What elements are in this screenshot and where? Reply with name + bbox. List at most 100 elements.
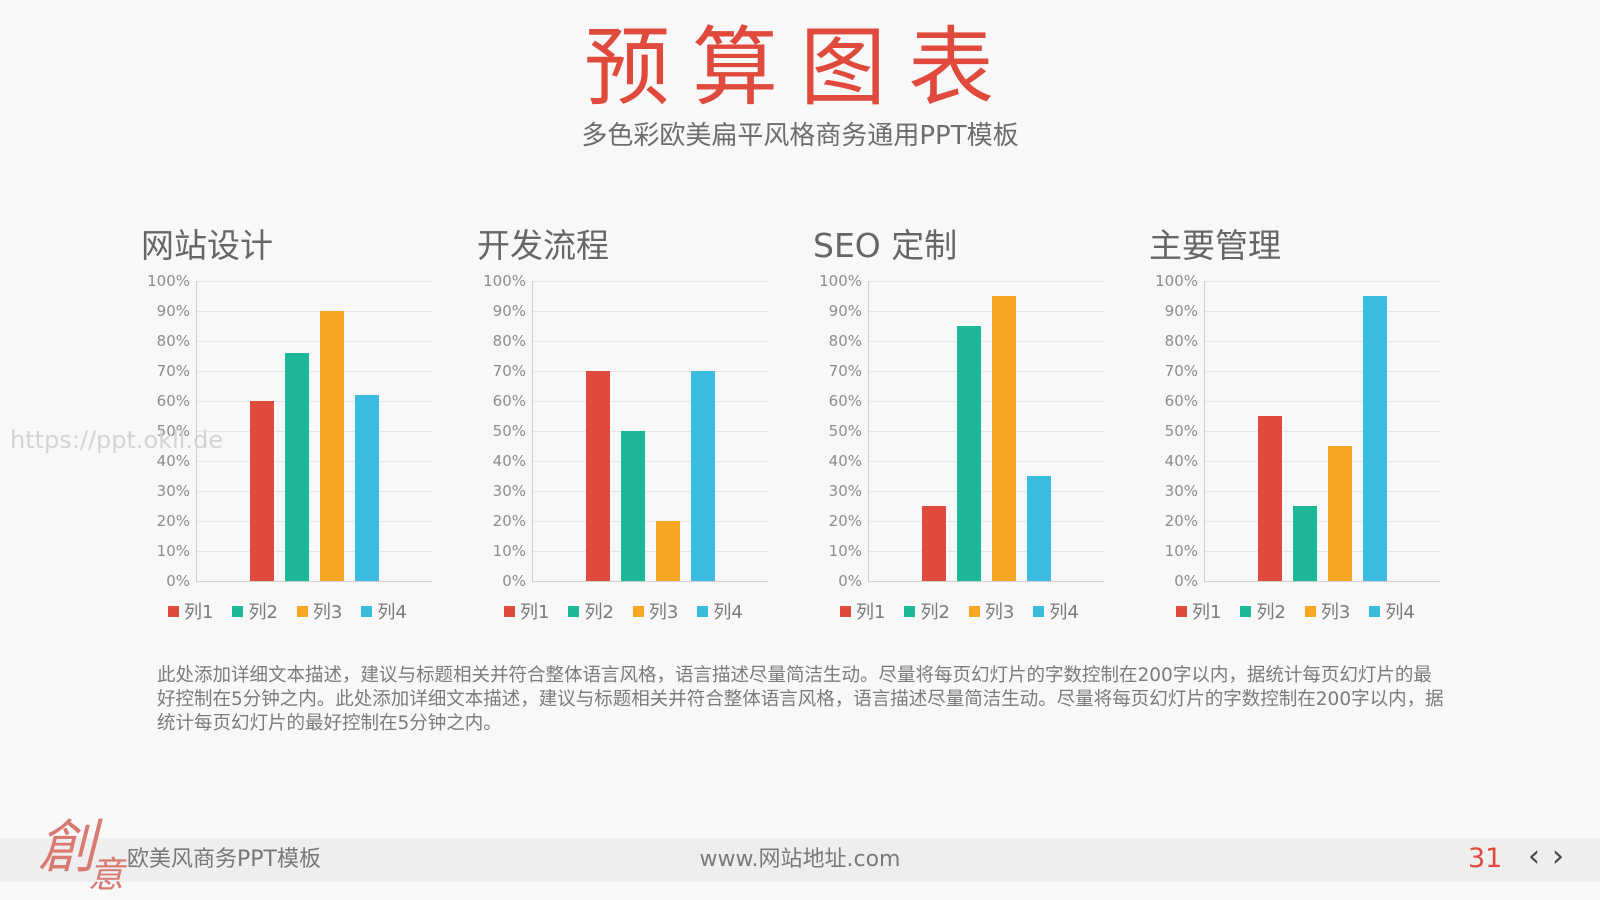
gridline <box>532 521 768 522</box>
gridline <box>532 281 768 282</box>
legend-label: 列2 <box>584 602 614 623</box>
page-subtitle: 多色彩欧美扁平风格商务通用PPT模板 <box>581 121 1019 151</box>
chart-title: 主要管理 <box>1149 226 1281 265</box>
gridline <box>868 371 1104 372</box>
gridline <box>532 461 768 462</box>
y-tick-label: 30% <box>156 482 190 500</box>
gridline <box>1204 281 1440 282</box>
y-tick-label: 10% <box>156 542 190 560</box>
legend-item: 列1 <box>168 602 213 624</box>
y-tick-label: 40% <box>156 452 190 470</box>
y-tick-label: 80% <box>1164 332 1198 350</box>
footer-template-name: 欧美风商务PPT模板 <box>127 847 321 872</box>
legend-swatch <box>1033 606 1045 617</box>
brand-logo-char-1: 創 <box>38 813 97 881</box>
gridline <box>196 401 432 402</box>
legend-item: 列2 <box>904 602 950 624</box>
gridline <box>868 281 1104 282</box>
gridline <box>1204 311 1440 312</box>
chart-legend: 列1 列2 列3 列4 <box>840 602 1098 624</box>
y-tick-label: 50% <box>492 422 526 440</box>
bar <box>1293 506 1317 581</box>
y-tick-label: 20% <box>828 512 862 530</box>
y-tick-label: 30% <box>492 482 526 500</box>
legend-item: 列2 <box>1240 602 1286 624</box>
gridline <box>1204 551 1440 552</box>
gridline <box>1204 341 1440 342</box>
y-tick-label: 50% <box>1164 422 1198 440</box>
gridline <box>532 311 768 312</box>
y-tick-label: 0% <box>166 572 190 590</box>
y-tick-label: 100% <box>147 272 190 290</box>
y-tick-label: 80% <box>828 332 862 350</box>
gridline <box>868 431 1104 432</box>
y-tick-label: 100% <box>1155 272 1198 290</box>
y-tick-label: 0% <box>838 572 862 590</box>
legend-swatch <box>1176 606 1187 617</box>
bar <box>922 506 946 581</box>
gridline <box>196 281 432 282</box>
gridline <box>868 311 1104 312</box>
legend-label: 列2 <box>248 602 278 623</box>
legend-label: 列1 <box>1192 602 1222 623</box>
charts-area: 网站设计 0% 10% 20% 30% 40% 50% 60% 70% 80% 90% 100% 列1 列… <box>141 226 1440 624</box>
gridline <box>532 371 768 372</box>
footer-bar <box>0 838 1600 882</box>
legend-swatch <box>968 606 980 617</box>
legend-item: 列2 <box>568 602 614 624</box>
legend-label: 列4 <box>1049 602 1079 623</box>
prev-slide-icon[interactable]: ‹ <box>1528 839 1540 874</box>
y-tick-label: 100% <box>819 272 862 290</box>
bar <box>992 296 1016 581</box>
legend-label: 列1 <box>520 602 550 623</box>
y-tick-label: 90% <box>156 302 190 320</box>
legend-swatch <box>296 606 308 617</box>
y-tick-label: 20% <box>492 512 526 530</box>
legend-swatch <box>1304 606 1316 617</box>
legend-label: 列4 <box>377 602 407 623</box>
bar <box>691 371 715 581</box>
y-tick-label: 80% <box>492 332 526 350</box>
gridline <box>196 551 432 552</box>
gridline <box>1204 371 1440 372</box>
gridline <box>868 551 1104 552</box>
legend-swatch <box>840 606 851 617</box>
bar <box>1258 416 1282 581</box>
bar <box>957 326 981 581</box>
legend-item: 列4 <box>1369 602 1415 624</box>
legend-label: 列4 <box>713 602 743 623</box>
page-title: 预算图表 <box>584 18 1016 118</box>
y-tick-label: 70% <box>828 362 862 380</box>
bar <box>250 401 274 581</box>
legend-item: 列3 <box>296 602 342 624</box>
y-tick-label: 0% <box>1174 572 1198 590</box>
legend-swatch <box>904 606 916 617</box>
y-tick-label: 50% <box>156 422 190 440</box>
bar <box>621 431 645 581</box>
legend-label: 列3 <box>1320 602 1351 623</box>
legend-swatch <box>568 606 580 617</box>
y-tick-label: 70% <box>1164 362 1198 380</box>
y-tick-label: 80% <box>156 332 190 350</box>
chart-legend: 列1 列2 列3 列4 <box>168 602 426 624</box>
y-tick-label: 90% <box>1164 302 1198 320</box>
brand-logo-char-2: 意 <box>88 855 125 896</box>
x-axis-line <box>532 581 768 582</box>
y-tick-label: 40% <box>828 452 862 470</box>
brand-logo: 創 意 <box>30 800 130 896</box>
legend-item: 列4 <box>697 602 743 624</box>
bar <box>320 311 344 581</box>
gridline <box>532 401 768 402</box>
y-tick-label: 60% <box>828 392 862 410</box>
y-tick-label: 70% <box>492 362 526 380</box>
y-tick-label: 60% <box>1164 392 1198 410</box>
next-slide-icon[interactable]: › <box>1552 839 1564 874</box>
bar <box>586 371 610 581</box>
x-axis-line <box>196 581 432 582</box>
gridline <box>1204 491 1440 492</box>
gridline <box>1204 401 1440 402</box>
bar <box>656 521 680 581</box>
y-tick-label: 40% <box>1164 452 1198 470</box>
legend-item: 列3 <box>968 602 1014 624</box>
legend-swatch <box>632 606 644 617</box>
